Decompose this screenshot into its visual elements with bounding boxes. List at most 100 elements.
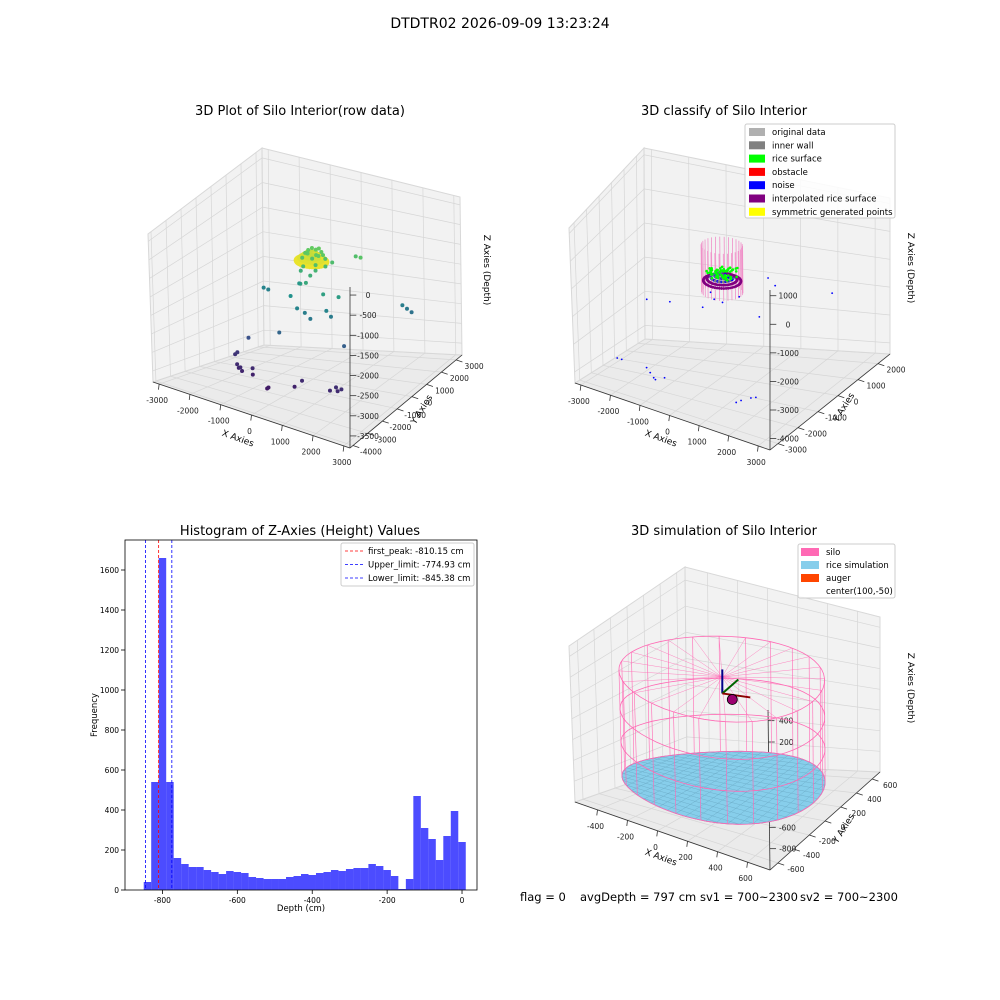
p2-rice-point (724, 278, 728, 281)
histogram-frame (124, 539, 478, 891)
p1-y-tick (397, 408, 404, 412)
p2-point (722, 287, 726, 290)
p1-point (266, 385, 271, 390)
p4-silo-roof-line (673, 676, 723, 713)
p1-point (323, 256, 328, 261)
p1-point (302, 310, 307, 315)
p4-z-tick-label: 200 (779, 738, 794, 747)
panel1-title: 3D Plot of Silo Interior(row data) (195, 104, 405, 119)
p4-mesh-line (685, 753, 781, 817)
p2-legend-label: obstacle (772, 168, 808, 178)
p2-point (717, 286, 721, 290)
p4-rice-mesh (621, 751, 826, 825)
p1-x-tick-label: -2000 (177, 406, 199, 415)
p1-point (309, 245, 314, 250)
p2-noise-point (774, 284, 777, 287)
p2-point (724, 287, 728, 290)
figure-suptitle: DTDTR02 2026-09-09 13:23:24 (390, 16, 610, 32)
p4-x-tick-label: -200 (617, 832, 634, 841)
p4-silo-wall-line (618, 670, 623, 777)
p2-point (737, 283, 741, 287)
p2-z-tick-label: -4000 (777, 435, 799, 444)
histogram-legend: first_peak: -810.15 cm Upper_limit: -774.… (340, 542, 475, 587)
p2-rice-point (710, 276, 714, 280)
p4-legend-label: auger (826, 574, 851, 584)
p2-noise-point (654, 378, 657, 381)
p1-grid-z (150, 256, 462, 316)
histogram-bar (248, 877, 257, 890)
p4-silo-wall-line (651, 703, 655, 805)
p2-noise-point (652, 376, 655, 379)
p2-grid-z (572, 256, 891, 317)
p4-silo-wall-line (667, 639, 671, 756)
p4-silo-roof-line (623, 676, 723, 682)
p1-point (400, 303, 405, 308)
p4-legend-label: rice simulation (826, 561, 889, 571)
p2-y-tick-label: 1000 (866, 382, 885, 391)
p1-point (328, 314, 333, 319)
p4-mesh-line (727, 762, 810, 824)
p1-point (333, 385, 338, 390)
p2-rice-point (720, 265, 724, 269)
p1-grid-z (148, 157, 461, 242)
p4-y-tick (777, 862, 785, 866)
p4-silo-roof-line (698, 676, 723, 719)
p2-y-axis (769, 353, 891, 451)
p1-x-tick-label: -1000 (208, 417, 230, 426)
p2-y-tick (877, 363, 885, 367)
p2-noise-point (616, 357, 619, 359)
histogram-bar (188, 867, 197, 890)
p2-legend-label: rice surface (772, 155, 822, 165)
histogram-x-axis-label: Depth (cm) (277, 904, 325, 914)
p1-x-tick (158, 384, 160, 390)
p4-silo-wall-line (824, 678, 826, 781)
p4-x-tick (686, 841, 688, 847)
p4-silo-wall-line (622, 681, 627, 786)
p1-y-tick (455, 359, 463, 363)
panel4-title: 3D simulation of Silo Interior (631, 524, 817, 539)
p4-legend-swatch (801, 561, 819, 569)
p4-x-tick (716, 851, 718, 858)
p4-y-tick (824, 820, 832, 824)
histogram-bar (390, 876, 399, 890)
p2-y-tick-label: 2000 (886, 366, 905, 375)
histogram-bar (196, 867, 204, 890)
p4-grid-z (570, 605, 881, 678)
histogram-bar (383, 870, 391, 890)
p1-y-tick-label: -2000 (390, 423, 412, 432)
p2-x-tick-label: 2000 (717, 448, 736, 457)
p2-x-axis (574, 382, 771, 451)
p1-point (298, 268, 303, 273)
histogram-x-tick-label: -400 (304, 896, 321, 905)
p2-noise-point (721, 301, 724, 304)
p1-point (313, 268, 318, 273)
p4-silo-roof-line (722, 676, 823, 691)
p2-legend-label: original data (772, 128, 826, 138)
p1-grid-x (343, 195, 457, 447)
p2-rice-point (710, 268, 714, 272)
p1-y-tick (411, 396, 419, 400)
p4-y-tick (856, 792, 863, 796)
histogram-bar (263, 879, 272, 890)
p4-silo-wall-line (634, 692, 638, 795)
p2-rice-point (705, 269, 708, 273)
histogram-bar (143, 882, 152, 890)
p4-x-tick-label: 200 (678, 853, 693, 862)
histogram-bar (375, 866, 384, 890)
p4-mesh-line (693, 752, 822, 771)
p4-mesh-line (660, 756, 825, 786)
p4-mesh-line (727, 751, 806, 761)
p4-legend-swatch (801, 548, 819, 556)
p4-silo-roof-line (721, 637, 746, 677)
histogram-bar (428, 839, 436, 890)
p2-noise-point (738, 295, 741, 298)
p1-z-tick-label: -1500 (357, 351, 379, 360)
p2-point (733, 280, 737, 284)
p1-point (292, 384, 297, 389)
p1-x-tick-label: 1000 (271, 437, 290, 446)
p4-silo-roof-line (722, 676, 825, 679)
p4-mesh-line (766, 775, 825, 823)
p4-silo-wall-line (621, 660, 625, 770)
histogram-x-tick-label: -800 (154, 896, 171, 905)
p2-rice-point (720, 273, 723, 277)
